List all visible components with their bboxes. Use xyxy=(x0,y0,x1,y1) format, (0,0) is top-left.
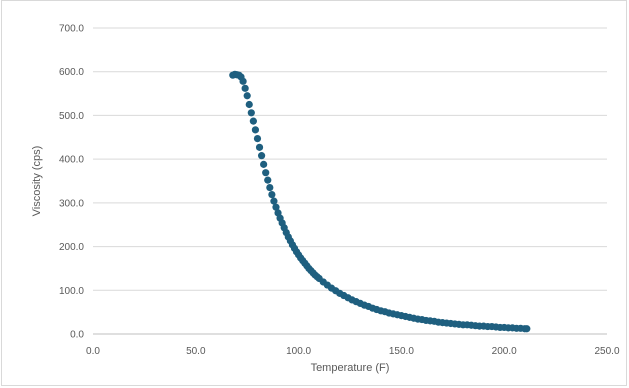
data-point xyxy=(268,190,276,199)
tick-labels: 0.0 100.0 200.0 300.0 400.0 500.0 600.0 700.0 0.… xyxy=(59,24,620,358)
data-point xyxy=(239,77,247,85)
y-tick-label: 400.0 xyxy=(59,155,84,166)
data-point xyxy=(257,152,266,160)
data-point xyxy=(270,197,278,205)
y-tick-label: 200.0 xyxy=(59,242,84,253)
data-point xyxy=(243,92,251,100)
data-point xyxy=(241,84,249,92)
x-tick-label: 200.0 xyxy=(492,346,517,357)
data-point xyxy=(266,183,274,192)
x-tick-label: 50.0 xyxy=(186,346,206,357)
data-point xyxy=(523,325,531,333)
x-axis-title: Temperature (F) xyxy=(311,362,390,374)
y-tick-label: 500.0 xyxy=(59,111,84,122)
data-point xyxy=(260,160,268,168)
data-point xyxy=(253,134,262,143)
y-tick-label: 0.0 xyxy=(70,330,84,341)
data-point xyxy=(249,117,257,125)
y-axis-title: Viscosity (cps) xyxy=(31,146,43,217)
gridlines xyxy=(93,27,607,291)
data-point xyxy=(251,126,260,134)
x-tick-label: 100.0 xyxy=(286,346,311,357)
y-tick-label: 600.0 xyxy=(59,67,84,78)
y-tick-label: 100.0 xyxy=(59,286,84,297)
x-tick-label: 0.0 xyxy=(86,346,100,357)
y-tick-label: 300.0 xyxy=(59,198,84,209)
data-point xyxy=(247,109,255,117)
data-points xyxy=(229,70,531,333)
data-point xyxy=(264,176,272,184)
data-point xyxy=(255,143,264,151)
data-point xyxy=(262,169,270,177)
x-tick-label: 150.0 xyxy=(389,346,414,357)
y-tick-label: 700.0 xyxy=(59,24,84,35)
data-point xyxy=(272,203,280,211)
x-tick-label: 250.0 xyxy=(594,346,619,357)
data-point xyxy=(245,100,253,109)
